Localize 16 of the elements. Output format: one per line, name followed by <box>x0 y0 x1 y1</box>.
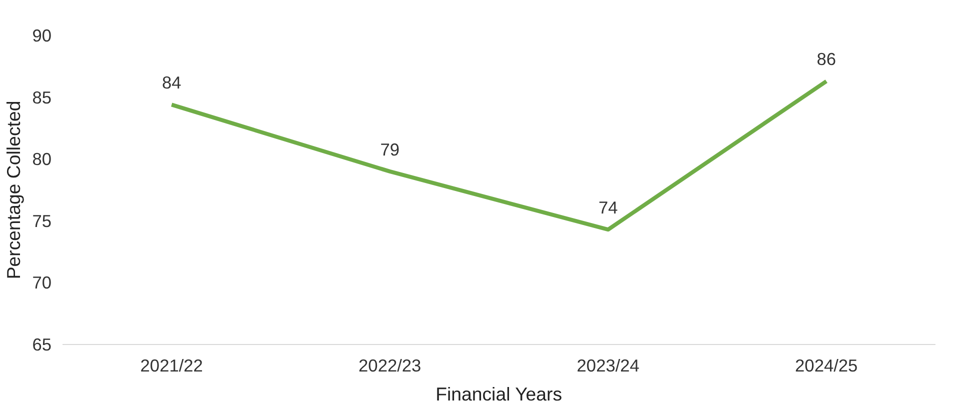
y-tick-label: 65 <box>32 334 52 354</box>
y-tick-label: 80 <box>32 149 52 170</box>
data-label: 84 <box>162 72 182 93</box>
y-tick-label: 85 <box>32 87 52 108</box>
x-tick-label: 2021/22 <box>140 356 203 376</box>
x-axis-title: Financial Years <box>436 384 562 404</box>
x-tick-label: 2024/25 <box>795 356 858 376</box>
y-axis-title: Percentage Collected <box>3 100 24 280</box>
x-tick-label: 2022/23 <box>358 356 422 376</box>
data-label: 86 <box>816 49 836 70</box>
y-tick-label: 75 <box>32 210 52 231</box>
data-label: 74 <box>598 198 618 218</box>
y-tick-label: 90 <box>32 26 52 46</box>
data-label: 79 <box>380 139 400 160</box>
y-tick-label: 70 <box>32 272 52 293</box>
x-tick-label: 2023/24 <box>576 356 640 376</box>
